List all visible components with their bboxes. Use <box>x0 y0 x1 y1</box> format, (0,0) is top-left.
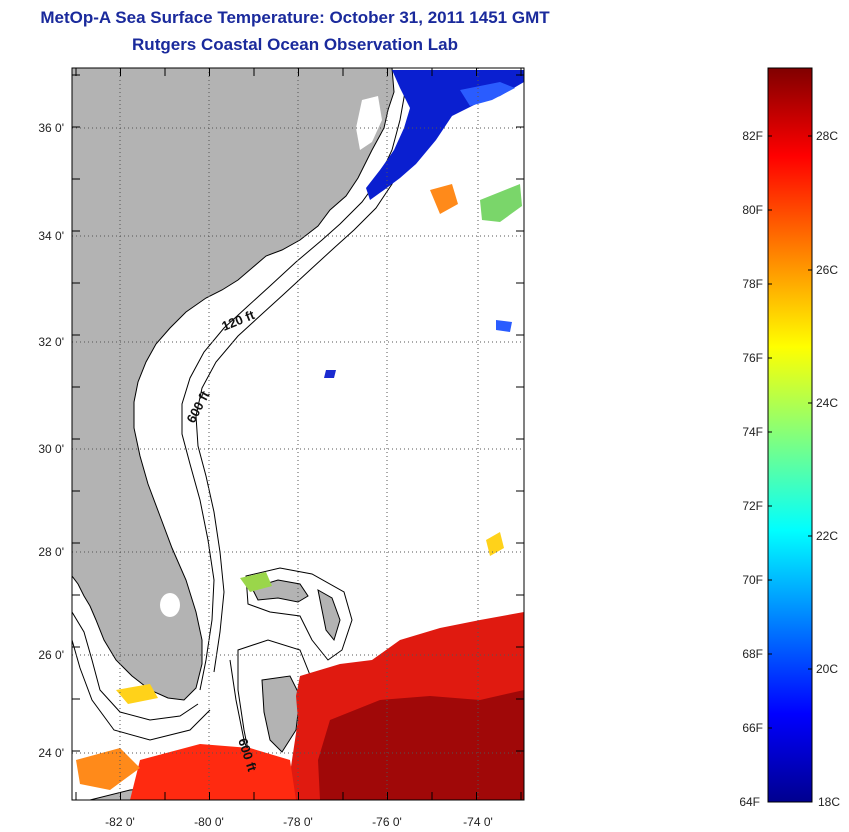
map-title: MetOp-A Sea Surface Temperature: October… <box>40 8 550 27</box>
sst-patch-yellow-e <box>486 532 504 556</box>
map-subtitle: Rutgers Coastal Ocean Observation Lab <box>132 35 458 54</box>
lon-label: -78 0' <box>283 815 313 829</box>
sst-patch-orange-southwest <box>76 748 140 790</box>
colorbar-ticks <box>768 135 812 729</box>
lat-label: 34 0' <box>38 229 64 243</box>
lon-label: -76 0' <box>372 815 402 829</box>
colorbar-c-label: 24C <box>816 396 838 410</box>
colorbar-c-label: 18C <box>818 795 840 809</box>
colorbar-f-label: 68F <box>742 647 763 661</box>
lat-label: 26 0' <box>38 648 64 662</box>
sst-patch-orange-ne <box>430 184 458 214</box>
colorbar-c-label: 22C <box>816 529 838 543</box>
colorbar-f-label: 72F <box>742 499 763 513</box>
sst-patch-blue-e <box>496 320 512 332</box>
colorbar-c-label: 28C <box>816 129 838 143</box>
colorbar <box>767 67 813 803</box>
lat-label: 30 0' <box>38 442 64 456</box>
contour-florida-west <box>72 611 199 721</box>
contour-shelf-bahamas <box>245 567 353 661</box>
colorbar-c-label: 20C <box>816 662 838 676</box>
sst-patch-cool-north-2 <box>460 82 515 106</box>
sst-patch-warm-southwest <box>130 744 296 800</box>
lat-label: 32 0' <box>38 335 64 349</box>
island-abaco <box>317 589 341 642</box>
sst-patch-hot-south <box>318 690 524 800</box>
lat-label: 28 0' <box>38 545 64 559</box>
contour-florida-west-2 <box>72 639 211 741</box>
sst-patch-blue-mid <box>324 370 336 378</box>
colorbar-f-label: 80F <box>742 203 763 217</box>
land-mainland <box>72 68 395 701</box>
colorbar-f-label: 74F <box>742 425 763 439</box>
lon-label: -74 0' <box>463 815 493 829</box>
colorbar-c-label: 26C <box>816 263 838 277</box>
colorbar-f-label: 64F <box>739 795 760 809</box>
lon-label: -82 0' <box>105 815 135 829</box>
colorbar-f-label: 82F <box>742 129 763 143</box>
pamlico-sound <box>356 96 382 150</box>
sst-patch-green-bahamas <box>240 572 272 592</box>
map-ticks <box>72 68 524 800</box>
colorbar-f-label: 70F <box>742 573 763 587</box>
colorbar-f-label: 76F <box>742 351 763 365</box>
lon-label: -80 0' <box>194 815 224 829</box>
sst-patch-cool-north <box>366 70 524 200</box>
sst-patch-yellow-keys <box>116 684 158 704</box>
colorbar-f-label: 66F <box>742 721 763 735</box>
map-gridlines <box>72 68 524 800</box>
lake-okeechobee <box>160 593 180 617</box>
colorbar-f-label: 78F <box>742 277 763 291</box>
lat-label: 36 0' <box>38 121 64 135</box>
island-andros <box>261 675 301 753</box>
sst-patch-green-ne <box>480 184 522 222</box>
lat-label: 24 0' <box>38 746 64 760</box>
